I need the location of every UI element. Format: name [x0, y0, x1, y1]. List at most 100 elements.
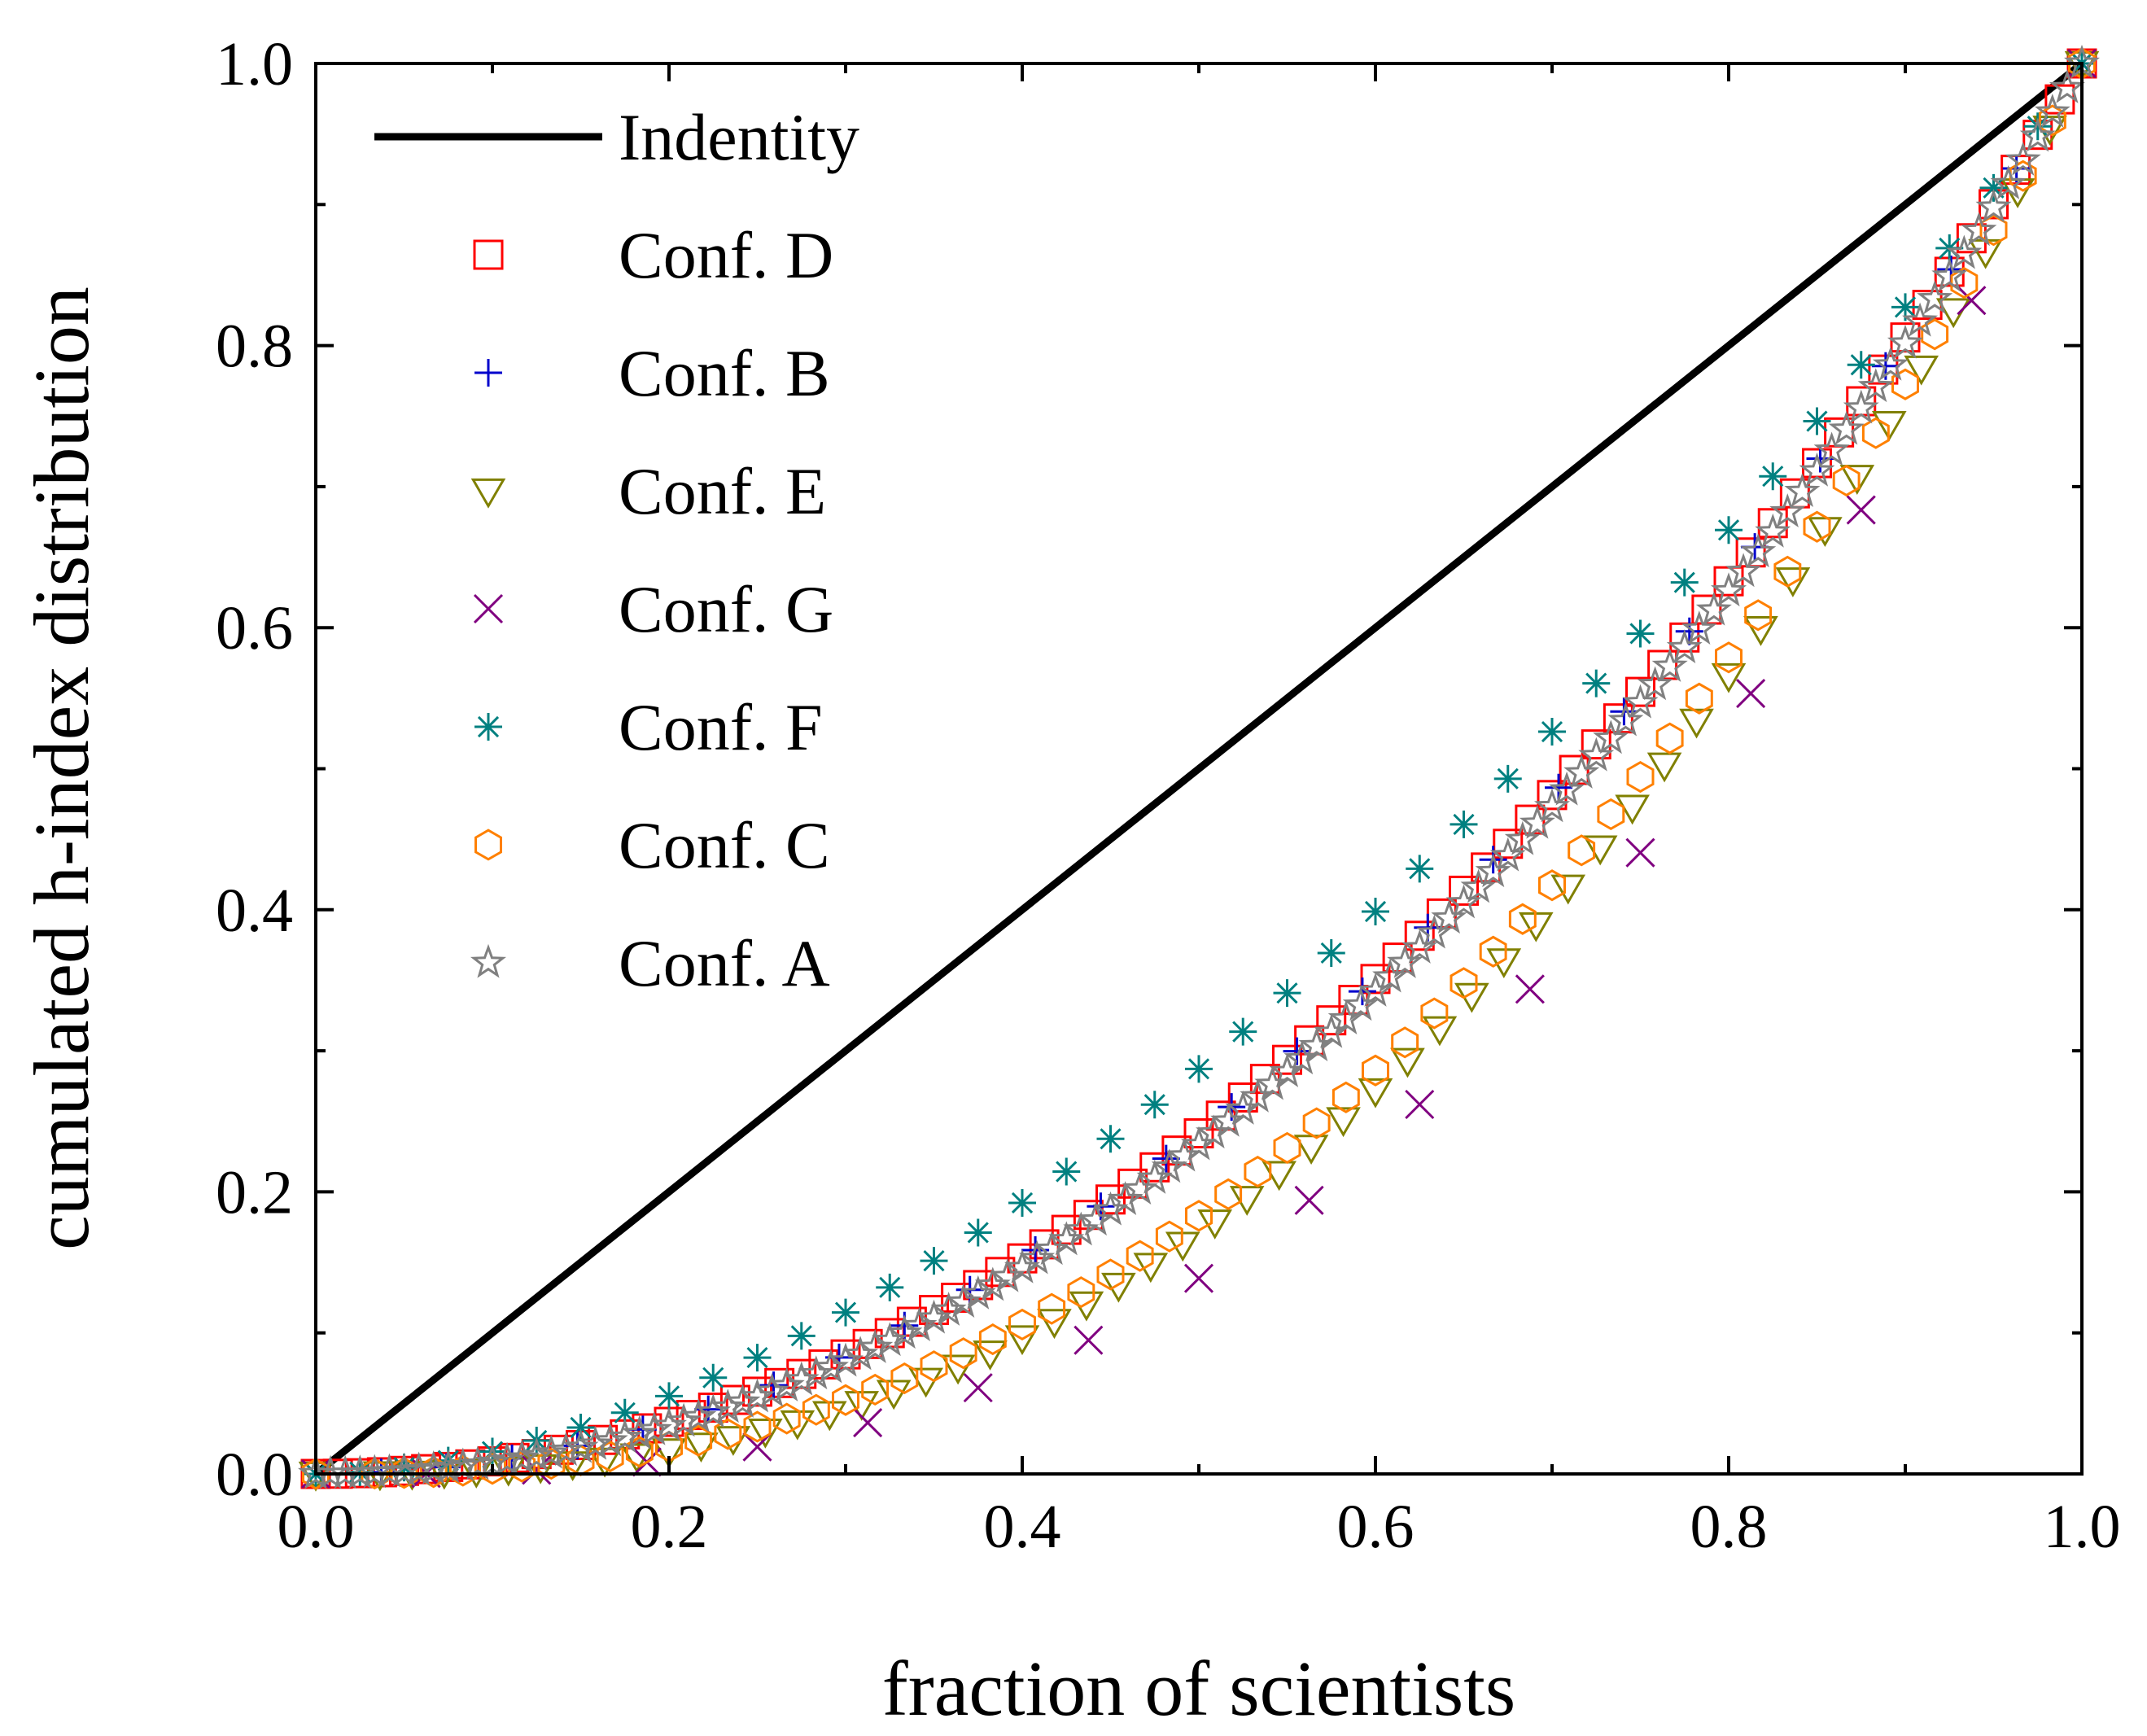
data-point [1890, 322, 1921, 353]
data-point [1979, 173, 2008, 202]
data-point [1048, 1221, 1085, 1256]
data-point [1122, 1170, 1158, 1205]
data-point [861, 1373, 890, 1406]
data-point [2034, 93, 2070, 128]
data-point [1096, 1258, 1125, 1291]
data-point [842, 1336, 879, 1371]
data-point [1092, 1191, 1129, 1226]
data-point [1180, 1126, 1218, 1161]
data-point [1725, 553, 1762, 588]
legend-label: Conf. B [619, 336, 830, 410]
y-tick-label: 0.2 [216, 1158, 293, 1227]
data-point [1133, 1253, 1169, 1283]
data-point [1872, 346, 1909, 381]
data-point [798, 1355, 834, 1390]
data-point [1563, 754, 1600, 789]
data-point [890, 1362, 919, 1395]
legend-item: Conf. E [470, 454, 826, 528]
data-point [920, 1247, 948, 1275]
data-point [1975, 188, 2012, 223]
data-point [1743, 616, 1778, 646]
data-point [1063, 1211, 1100, 1246]
data-point [1666, 629, 1703, 663]
data-point [1857, 368, 1894, 403]
data-point [1126, 1240, 1154, 1272]
data-point [916, 1299, 952, 1334]
data-point [666, 1402, 702, 1437]
data-point [1715, 516, 1743, 544]
data-point [802, 1393, 830, 1426]
data-point [1096, 1125, 1125, 1153]
data-point [1755, 513, 1791, 548]
data-point [518, 1436, 555, 1471]
data-point [680, 1398, 717, 1432]
data-point [1008, 1188, 1036, 1217]
data-point [1550, 874, 1586, 905]
data-point [651, 1438, 687, 1469]
data-point [1214, 1178, 1243, 1210]
data-point [1655, 722, 1684, 754]
y-tick-label: 0.4 [216, 877, 293, 945]
data-point [2009, 160, 2037, 192]
data-point [508, 1450, 536, 1483]
data-point [1151, 1148, 1187, 1183]
data-point [1946, 234, 1983, 269]
data-point [1887, 324, 1924, 359]
data-point [853, 1407, 883, 1438]
data-point [621, 1415, 658, 1450]
data-point [1670, 568, 1699, 597]
data-point [759, 1371, 788, 1400]
y-tick-label: 0.0 [216, 1441, 293, 1509]
data-point [1316, 1005, 1347, 1036]
data-point [346, 1458, 374, 1486]
legend-label: Indentity [619, 100, 859, 174]
legend-marker-swatch [474, 359, 502, 387]
data-point [1597, 798, 1625, 831]
data-point [1538, 718, 1566, 746]
data-point [1921, 318, 1949, 351]
data-point [1607, 702, 1644, 737]
data-point [1626, 760, 1655, 794]
data-point [1273, 979, 1301, 1008]
data-point [1759, 462, 1787, 491]
legend-marker-swatch [470, 478, 506, 509]
data-point [739, 1378, 776, 1413]
data-point [596, 1440, 624, 1473]
data-point [787, 1322, 816, 1350]
x-tick-label: 0.0 [278, 1493, 355, 1561]
data-point [1362, 898, 1389, 926]
data-point [1019, 1240, 1056, 1275]
data-point [1475, 853, 1511, 888]
data-point [743, 1410, 772, 1443]
data-point [930, 1292, 967, 1326]
data-point [832, 1384, 859, 1416]
data-point [479, 1437, 506, 1466]
data-point [1229, 1017, 1257, 1046]
data-point [1832, 464, 1861, 497]
data-point [1646, 752, 1682, 783]
series-conf-a [298, 44, 2100, 1489]
data-point [1450, 810, 1478, 838]
data-point [1401, 929, 1438, 964]
x-tick-label: 0.2 [631, 1493, 708, 1561]
data-point [1891, 293, 1919, 321]
data-point [742, 1432, 772, 1462]
data-point [400, 1451, 437, 1486]
legend-item: Conf. B [474, 336, 830, 410]
data-point [1390, 1047, 1425, 1078]
data-point [1449, 875, 1479, 906]
data-point [1533, 788, 1571, 823]
data-point [812, 1349, 849, 1384]
data-point [1813, 431, 1850, 466]
data-point [1695, 591, 1732, 626]
data-point [1406, 855, 1434, 883]
data-point [695, 1393, 732, 1428]
data-point [537, 1447, 566, 1480]
legend-item: Conf. F [474, 690, 823, 764]
data-point [1431, 899, 1467, 934]
data-point [974, 1266, 1011, 1301]
data-point [2005, 141, 2041, 176]
data-point [886, 1314, 923, 1349]
data-point [901, 1307, 938, 1341]
